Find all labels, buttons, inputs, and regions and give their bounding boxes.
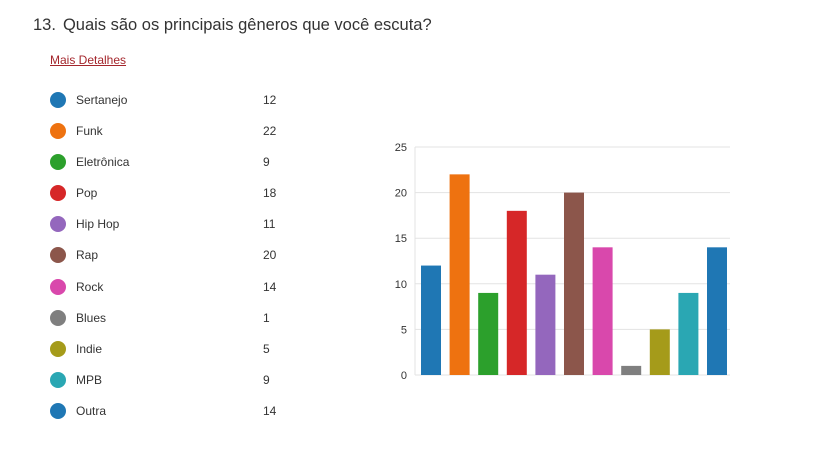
legend: Sertanejo 12 Funk 22 Eletrônica 9 Pop 18 Hip Hop… [50, 84, 290, 426]
legend-label: Hip Hop [76, 217, 120, 232]
bar-10[interactable] [707, 247, 727, 375]
legend-color-dot [50, 216, 66, 233]
legend-color-dot [50, 92, 66, 108]
legend-label: Pop [76, 186, 98, 201]
legend-count: 9 [263, 155, 270, 170]
bar-2[interactable] [478, 292, 499, 375]
y-tick-label: 5 [401, 324, 407, 336]
legend-label: Blues [76, 310, 107, 325]
legend-label: Indie [76, 341, 103, 356]
legend-label: Funk [76, 124, 103, 139]
legend-color-dot [50, 278, 66, 295]
bar-4[interactable] [535, 274, 556, 375]
question-text: Quais são os principais gêneros que você… [62, 16, 432, 34]
legend-count: 11 [263, 217, 276, 232]
legend-item: Outra 14 [50, 395, 290, 426]
legend-count: 12 [263, 93, 277, 107]
legend-color-dot [50, 402, 66, 419]
bar-chart: 0 5 10 15 20 25 [395, 142, 730, 382]
bar-3[interactable] [506, 210, 527, 375]
legend-label: Eletrônica [76, 155, 130, 170]
legend-color-dot [50, 309, 66, 326]
question-number: 13. [33, 16, 56, 34]
legend-count: 22 [263, 124, 277, 139]
legend-item: Hip Hop 11 [50, 208, 290, 239]
bar-7[interactable] [621, 365, 642, 375]
bar-6[interactable] [592, 247, 613, 375]
bar-8[interactable] [649, 329, 670, 375]
legend-color-dot [50, 154, 66, 171]
question-title: 13. Quais são os principais gêneros que v… [33, 16, 432, 35]
legend-count: 5 [263, 341, 270, 356]
legend-count: 14 [263, 279, 277, 294]
legend-label: Sertanejo [76, 93, 128, 107]
legend-label: Rap [76, 248, 99, 263]
legend-item: Indie 5 [50, 333, 290, 364]
legend-label: MPB [76, 372, 103, 387]
legend-item: Blues 1 [50, 302, 290, 333]
legend-label: Rock [76, 279, 104, 294]
legend-color-dot [50, 371, 66, 388]
legend-color-dot [50, 123, 66, 140]
legend-count: 9 [263, 372, 270, 387]
legend-count: 1 [263, 310, 270, 325]
legend-color-dot [50, 340, 66, 357]
legend-item: Funk 22 [50, 115, 290, 146]
legend-item: Rap 20 [50, 239, 290, 270]
legend-color-dot [50, 247, 66, 264]
legend-count: 18 [263, 186, 277, 201]
more-details-link[interactable]: Mais Detalhes [50, 53, 127, 67]
bar-9[interactable] [678, 292, 699, 375]
legend-count: 20 [263, 248, 277, 263]
legend-item: Pop 18 [50, 177, 290, 208]
bar-1[interactable] [449, 174, 470, 375]
y-tick-label: 0 [401, 370, 407, 382]
legend-item: Eletrônica 9 [50, 146, 290, 177]
y-tick-label: 15 [395, 233, 407, 245]
y-tick-label: 20 [395, 188, 407, 200]
legend-count: 14 [263, 403, 277, 418]
legend-item: Sertanejo 12 [50, 84, 290, 115]
bar-5[interactable] [564, 192, 584, 375]
legend-label: Outra [76, 403, 107, 418]
legend-item: MPB 9 [50, 364, 290, 395]
legend-color-dot [50, 185, 66, 202]
bar-0[interactable] [421, 265, 441, 375]
y-tick-label: 25 [395, 142, 407, 154]
y-tick-label: 10 [395, 279, 407, 291]
legend-item: Rock 14 [50, 271, 290, 302]
